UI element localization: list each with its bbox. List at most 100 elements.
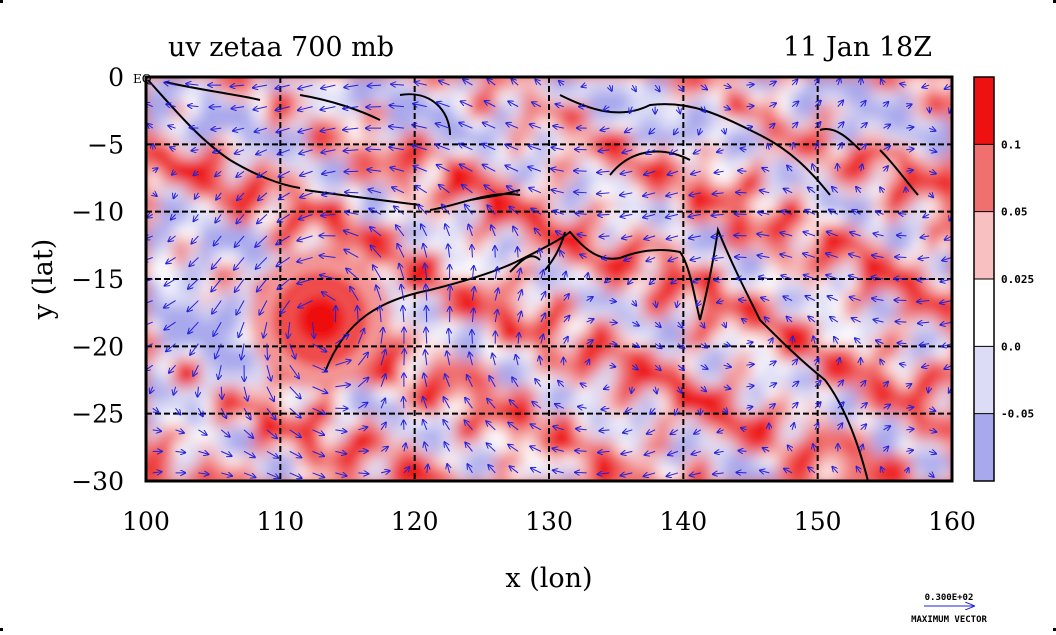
vorticity-cell [898, 239, 912, 253]
vorticity-cell [159, 158, 173, 172]
vorticity-cell [522, 333, 536, 347]
vorticity-cell [146, 346, 160, 360]
vorticity-cell [455, 306, 469, 320]
vorticity-cell [818, 144, 832, 158]
vorticity-cell [845, 387, 859, 401]
vorticity-cell [885, 225, 899, 239]
vorticity-cell [871, 144, 885, 158]
vorticity-cell [683, 454, 697, 468]
vorticity-cell [240, 185, 254, 199]
vorticity-cell [724, 468, 738, 482]
vorticity-cell [213, 185, 227, 199]
vorticity-cell [764, 117, 778, 131]
vorticity-cell [401, 454, 415, 468]
vorticity-cell [294, 468, 308, 482]
wind-vector [746, 84, 753, 85]
vorticity-cell [468, 373, 482, 387]
vorticity-cell [670, 158, 684, 172]
vorticity-cell [482, 171, 496, 185]
vorticity-cell [428, 454, 442, 468]
vorticity-cell [200, 387, 214, 401]
vorticity-cell [146, 319, 160, 333]
vorticity-cell [173, 252, 187, 266]
vorticity-cell [589, 427, 603, 441]
vorticity-cell [509, 360, 523, 374]
vorticity-cell [656, 333, 670, 347]
vorticity-cell [482, 427, 496, 441]
vorticity-cell [764, 279, 778, 293]
vorticity-cell [683, 158, 697, 172]
vorticity-cell [509, 414, 523, 428]
vorticity-cell [186, 292, 200, 306]
vorticity-cell [912, 266, 926, 280]
vorticity-cell [576, 454, 590, 468]
vorticity-cell [549, 454, 563, 468]
vorticity-cell [912, 400, 926, 414]
vorticity-cell [522, 427, 536, 441]
vorticity-cell [253, 427, 267, 441]
vorticity-cell [710, 360, 724, 374]
vorticity-cell [925, 400, 939, 414]
vorticity-cell [200, 212, 214, 226]
vorticity-cell [925, 306, 939, 320]
vorticity-cell [603, 400, 617, 414]
vorticity-cell [536, 373, 550, 387]
vorticity-cell [871, 346, 885, 360]
wind-vector [735, 257, 747, 258]
vorticity-cell [173, 373, 187, 387]
vorticity-cell [401, 198, 415, 212]
vorticity-cell [428, 427, 442, 441]
vorticity-cell [845, 117, 859, 131]
vorticity-cell [388, 131, 402, 145]
vorticity-cell [656, 185, 670, 199]
vorticity-cell [374, 131, 388, 145]
vorticity-cell [307, 158, 321, 172]
vorticity-cell [589, 266, 603, 280]
vorticity-cell [361, 117, 375, 131]
vorticity-cell [616, 292, 630, 306]
vorticity-cell [468, 400, 482, 414]
vorticity-cell [186, 306, 200, 320]
vorticity-cell [455, 387, 469, 401]
vorticity-cell [186, 427, 200, 441]
vorticity-cell [710, 279, 724, 293]
vorticity-cell [724, 158, 738, 172]
vorticity-cell [227, 144, 241, 158]
vorticity-cell [522, 144, 536, 158]
wind-vector [894, 278, 906, 279]
vorticity-cell [307, 171, 321, 185]
vorticity-cell [455, 333, 469, 347]
vorticity-cell [213, 427, 227, 441]
vorticity-cell [428, 400, 442, 414]
vorticity-cell [334, 158, 348, 172]
vector-key-caption: MAXIMUM VECTOR [911, 615, 987, 625]
vorticity-cell [697, 117, 711, 131]
vorticity-cell [791, 225, 805, 239]
vorticity-cell [415, 414, 429, 428]
vorticity-cell [576, 333, 590, 347]
vorticity-cell [562, 279, 576, 293]
vorticity-cell [321, 468, 335, 482]
vorticity-cell [482, 131, 496, 145]
vorticity-cell [804, 414, 818, 428]
vorticity-cell [186, 212, 200, 226]
vorticity-cell [213, 292, 227, 306]
vorticity-cell [710, 292, 724, 306]
vorticity-cell [791, 319, 805, 333]
vorticity-cell [777, 77, 791, 91]
vorticity-cell [630, 441, 644, 455]
vorticity-cell [442, 144, 456, 158]
vorticity-cell [522, 185, 536, 199]
vorticity-cell [710, 468, 724, 482]
x-axis-title: x (lon) [505, 563, 592, 594]
vorticity-cell [871, 454, 885, 468]
vorticity-cell [374, 104, 388, 118]
vorticity-cell [804, 117, 818, 131]
vorticity-cell [401, 441, 415, 455]
vorticity-cell [186, 454, 200, 468]
vorticity-cell [777, 239, 791, 253]
vorticity-cell [267, 414, 281, 428]
vorticity-cell [522, 90, 536, 104]
vorticity-cell [253, 104, 267, 118]
vorticity-cell [442, 427, 456, 441]
